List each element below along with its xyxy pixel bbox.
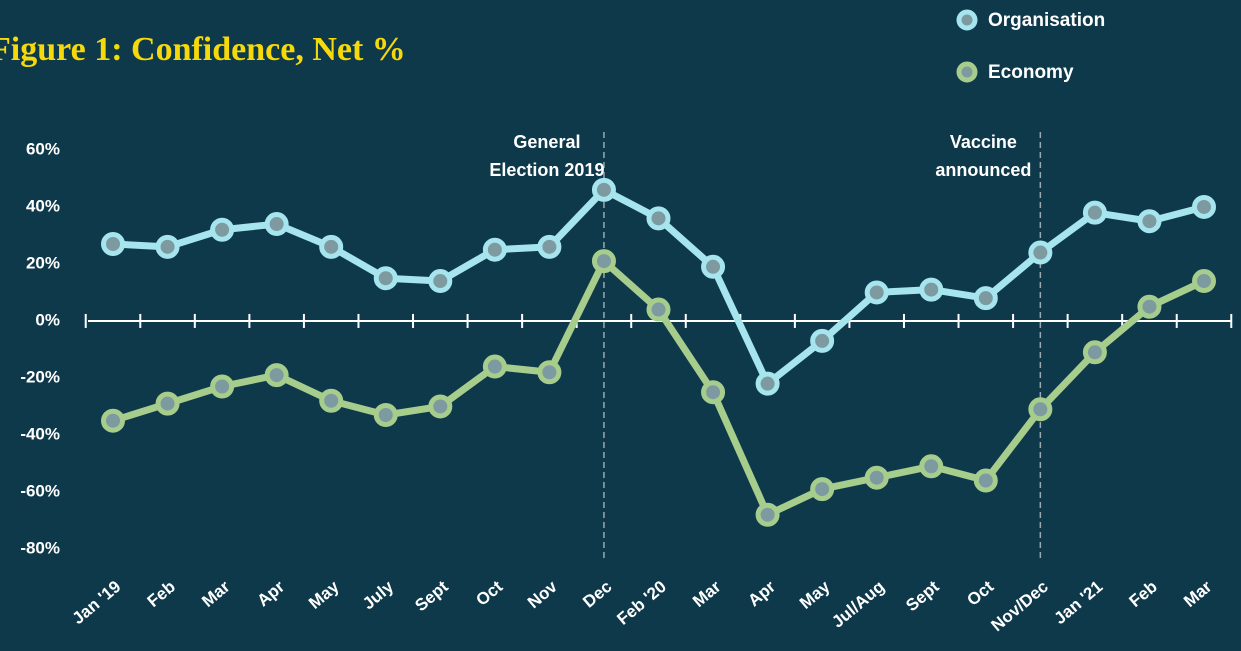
legend-marker [956, 9, 978, 31]
data-point [482, 354, 507, 379]
data-point [428, 269, 453, 294]
y-tick-label: 40% [26, 196, 60, 215]
data-point [155, 391, 180, 416]
data-point [1082, 200, 1107, 225]
annotation-text: General [513, 132, 580, 152]
data-point [1192, 194, 1216, 219]
y-tick-label: -80% [20, 538, 60, 557]
y-tick-label: 0% [35, 310, 60, 329]
data-point [864, 465, 889, 490]
legend-label: Economy [988, 62, 1074, 83]
data-point [101, 408, 125, 433]
data-point [591, 177, 616, 202]
data-point [264, 363, 289, 388]
data-point [537, 360, 562, 385]
data-point [591, 249, 616, 274]
data-point [537, 234, 562, 259]
data-point [1082, 340, 1107, 365]
y-tick-label: 60% [26, 139, 60, 158]
data-point [1137, 209, 1162, 234]
data-point [646, 206, 671, 231]
data-point [755, 502, 780, 527]
legend-label: Organisation [988, 10, 1105, 31]
data-point [810, 477, 835, 502]
data-point [701, 380, 726, 405]
data-point [155, 234, 180, 259]
y-tick-label: -40% [20, 424, 60, 443]
data-point [1192, 269, 1216, 294]
data-point [373, 266, 398, 291]
data-point [482, 237, 507, 262]
data-point [919, 277, 944, 302]
data-point [101, 232, 125, 256]
data-point [810, 328, 835, 353]
y-tick-label: 20% [26, 253, 60, 272]
annotation-text: Vaccine [950, 132, 1017, 152]
data-point [1137, 294, 1162, 319]
data-point [973, 468, 998, 493]
data-point [319, 234, 344, 259]
y-tick-label: -20% [20, 367, 60, 386]
legend-marker [956, 61, 978, 83]
data-point [210, 217, 235, 242]
data-point [1028, 240, 1053, 265]
data-point [210, 374, 235, 399]
y-tick-label: -60% [20, 481, 60, 500]
data-point [864, 280, 889, 305]
data-point [755, 371, 780, 396]
data-point [428, 394, 453, 419]
data-point [373, 403, 398, 427]
annotation-text: announced [935, 160, 1031, 180]
data-point [319, 388, 344, 413]
data-point [1028, 397, 1053, 422]
chart-title: Figure 1: Confidence, Net % [0, 31, 406, 68]
data-point [264, 212, 289, 237]
data-point [701, 254, 726, 279]
data-point [919, 454, 944, 479]
data-point [973, 286, 998, 311]
annotation-text: Election 2019 [489, 160, 604, 180]
data-point [646, 297, 671, 322]
